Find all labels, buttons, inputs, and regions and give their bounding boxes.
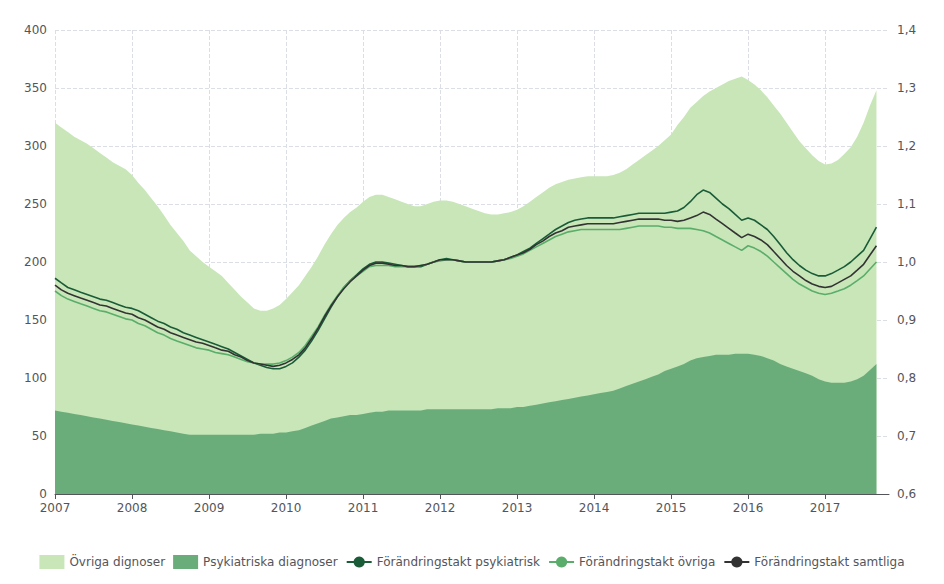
svg-text:1,2: 1,2 bbox=[897, 139, 916, 153]
svg-text:2016: 2016 bbox=[733, 501, 764, 515]
svg-text:0,8: 0,8 bbox=[897, 371, 916, 385]
svg-text:2010: 2010 bbox=[271, 501, 302, 515]
svg-text:1,1: 1,1 bbox=[897, 197, 916, 211]
svg-text:100: 100 bbox=[24, 371, 47, 385]
svg-text:0: 0 bbox=[39, 487, 47, 501]
svg-text:2011: 2011 bbox=[348, 501, 379, 515]
svg-text:350: 350 bbox=[24, 81, 47, 95]
svg-text:2013: 2013 bbox=[502, 501, 533, 515]
svg-text:0,6: 0,6 bbox=[897, 487, 916, 501]
svg-text:200: 200 bbox=[24, 255, 47, 269]
svg-text:0,9: 0,9 bbox=[897, 313, 916, 327]
svg-text:0,7: 0,7 bbox=[897, 429, 916, 443]
svg-text:2012: 2012 bbox=[425, 501, 456, 515]
svg-text:2007: 2007 bbox=[40, 501, 71, 515]
svg-text:2017: 2017 bbox=[810, 501, 841, 515]
svg-text:2015: 2015 bbox=[656, 501, 687, 515]
svg-text:Övriga dignoser: Övriga dignoser bbox=[69, 553, 165, 569]
svg-text:250: 250 bbox=[24, 197, 47, 211]
svg-text:1,0: 1,0 bbox=[897, 255, 916, 269]
svg-text:400: 400 bbox=[24, 23, 47, 37]
svg-text:1,4: 1,4 bbox=[897, 23, 916, 37]
svg-text:50: 50 bbox=[32, 429, 47, 443]
svg-text:2009: 2009 bbox=[194, 501, 225, 515]
svg-text:300: 300 bbox=[24, 139, 47, 153]
svg-text:Förändringstakt övriga: Förändringstakt övriga bbox=[579, 555, 715, 569]
svg-text:150: 150 bbox=[24, 313, 47, 327]
svg-text:Förändringstakt samtliga: Förändringstakt samtliga bbox=[754, 555, 904, 569]
svg-text:Förändringstakt psykiatrisk: Förändringstakt psykiatrisk bbox=[377, 555, 540, 569]
svg-text:Psykiatriska diagnoser: Psykiatriska diagnoser bbox=[203, 555, 338, 569]
svg-text:2008: 2008 bbox=[117, 501, 148, 515]
svg-text:1,3: 1,3 bbox=[897, 81, 916, 95]
svg-text:2014: 2014 bbox=[579, 501, 610, 515]
